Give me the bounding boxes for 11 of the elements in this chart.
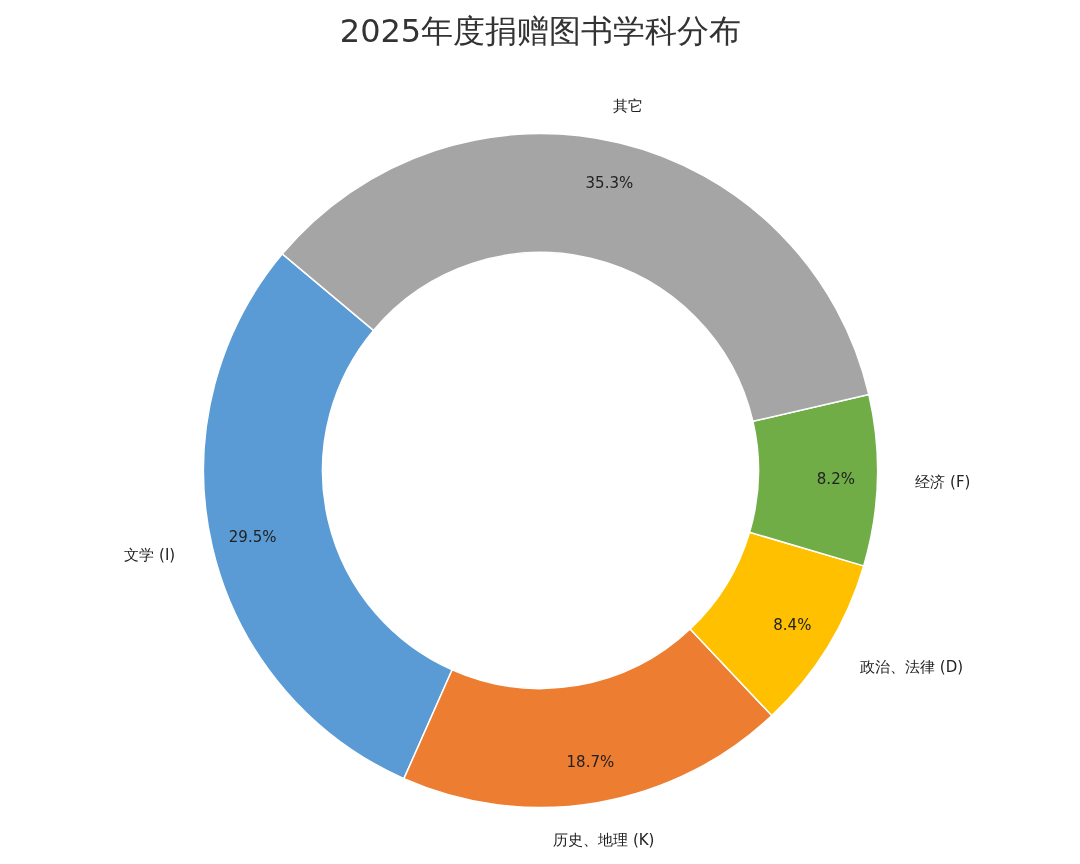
- data-label: 35.3%: [585, 174, 634, 193]
- data-label: 8.4%: [773, 616, 812, 635]
- data-label: 29.5%: [228, 528, 277, 547]
- data-label: 18.7%: [566, 752, 615, 771]
- data-label: 8.2%: [816, 470, 855, 489]
- slice-label: 政治、法律 (D): [860, 657, 964, 676]
- slice-label: 文学 (I): [124, 546, 176, 565]
- slice-label: 历史、地理 (K): [553, 831, 655, 850]
- slice-label: 其它: [612, 96, 643, 115]
- slice-label: 经济 (F): [915, 472, 971, 491]
- chart-title: 2025年度捐赠图书学科分布: [339, 11, 742, 50]
